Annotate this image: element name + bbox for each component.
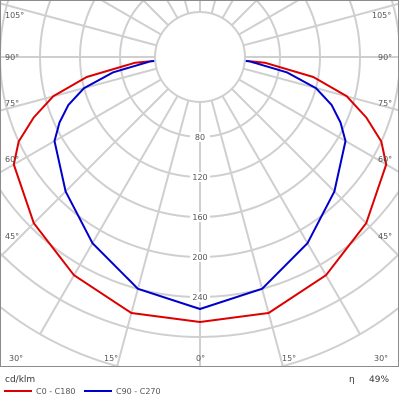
angle-label: 75° (5, 99, 19, 108)
grid-radial-line (1, 56, 201, 112)
angle-label: 30° (374, 354, 388, 363)
grid-radial-line (183, 1, 201, 58)
series-curve-1 (53, 56, 347, 310)
grid-radial-line (199, 56, 398, 173)
grid-radial-line (199, 1, 217, 58)
efficiency-value: 49% (369, 375, 389, 385)
radial-tick-labels: 80 120 160 200 240 (190, 132, 210, 302)
grid-radial-line (39, 56, 201, 335)
tick-label-bg (190, 252, 210, 262)
angle-label: 60° (378, 155, 392, 164)
angle-labels: 105° 105° 90° 90° 75° 75° 60° 60° 45° 45° 30° 30° 15… (5, 11, 392, 363)
grid-radial-line (199, 56, 284, 366)
grid-radial-line (199, 1, 234, 58)
grid-radial-line (199, 56, 398, 257)
angle-label: 45° (378, 232, 392, 241)
grid-radial-line (1, 56, 201, 258)
tick-label-bg (190, 172, 210, 182)
tick-label-bg (190, 212, 210, 222)
angle-label: 90° (5, 53, 19, 62)
series-curve-0 (12, 56, 388, 323)
angle-label: 45° (5, 232, 19, 241)
grid-radial-line (101, 1, 201, 58)
legend-label-c90: C90 - C270 (116, 387, 161, 396)
intensity-curves (12, 56, 388, 323)
legend-label-c0: C0 - C180 (36, 387, 76, 396)
radial-tick-label: 80 (195, 133, 205, 142)
grid-radial-line (166, 1, 201, 58)
tick-label-bg (190, 132, 210, 142)
grid-radial-line (199, 56, 398, 112)
grid-radial-line (142, 1, 201, 58)
radial-tick-label: 200 (192, 253, 207, 262)
grid-radial-line (199, 56, 361, 335)
radial-tick-label: 120 (192, 173, 207, 182)
grid-radial-line (116, 56, 201, 366)
angle-label: 105° (5, 11, 24, 20)
grid-radial-line (199, 1, 258, 58)
grid-radial-line (1, 56, 201, 174)
radial-tick-label: 240 (192, 293, 207, 302)
angle-label: 0° (196, 354, 205, 363)
grid-radial-line (1, 2, 201, 58)
center-hub (154, 11, 246, 103)
angle-label: 30° (9, 354, 23, 363)
grid-radial-line (199, 2, 398, 58)
angle-label: 15° (104, 354, 118, 363)
tick-label-bg (190, 292, 210, 302)
unit-label: cd/klm (5, 375, 35, 385)
efficiency-symbol: η (349, 375, 355, 385)
angle-label: 15° (282, 354, 296, 363)
angle-label: 90° (378, 53, 392, 62)
angle-label: 105° (372, 11, 391, 20)
angle-label: 75° (378, 99, 392, 108)
grid-radial-line (199, 1, 299, 58)
angle-label: 60° (5, 155, 19, 164)
radial-tick-label: 160 (192, 213, 207, 222)
